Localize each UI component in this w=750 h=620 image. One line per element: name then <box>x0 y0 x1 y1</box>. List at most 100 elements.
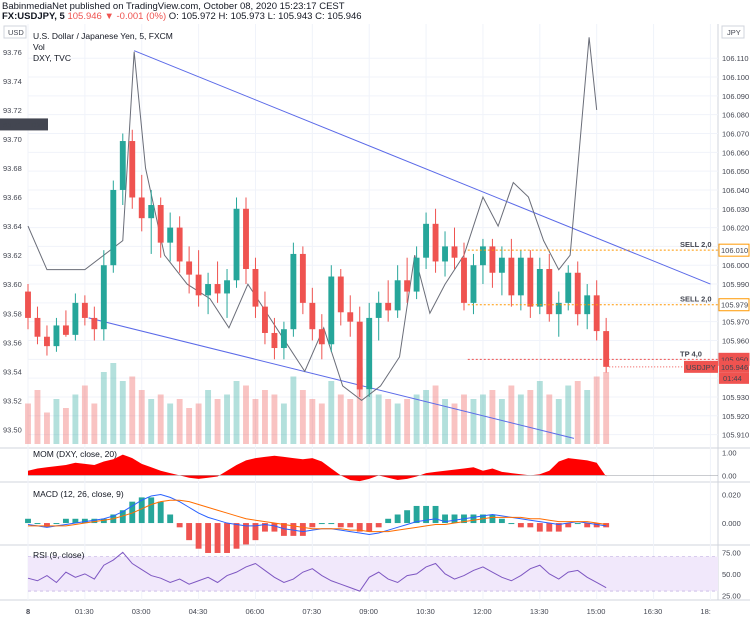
candle-body <box>195 274 202 296</box>
candle-body <box>318 329 325 345</box>
right-axis-unit: JPY <box>727 28 741 37</box>
left-tick-label: 93.64 <box>3 222 22 231</box>
open-value: O: 105.972 <box>168 11 216 22</box>
right-tick-label: 106.030 <box>722 205 749 214</box>
macd-histogram-bar <box>119 510 126 524</box>
left-tick-label: 93.56 <box>3 338 22 347</box>
volume-bar <box>337 394 344 444</box>
time-tick: 09:00 <box>359 607 378 616</box>
right-tick-label: 105.920 <box>722 412 749 421</box>
macd-histogram-bar <box>243 523 249 545</box>
volume-bar <box>546 394 553 444</box>
volume-bar <box>498 399 505 444</box>
left-tick-label: 93.72 <box>3 106 22 115</box>
volume-bar <box>280 403 287 444</box>
macd-histogram-bar <box>593 523 600 528</box>
candle-body <box>34 317 41 337</box>
volume-bar <box>91 403 98 444</box>
candle-body <box>91 317 98 330</box>
candle-body <box>394 280 401 311</box>
candle-body <box>25 291 31 318</box>
right-tick-label: 105.960 <box>722 337 749 346</box>
candle-body <box>603 331 610 367</box>
volume-bar <box>404 399 411 444</box>
left-tick-label: 93.70 <box>3 135 22 144</box>
candle-body <box>432 223 439 262</box>
volume-bar <box>224 394 230 444</box>
time-tick: 12:00 <box>473 607 492 616</box>
last-symbol-text: USDJPY <box>686 363 716 372</box>
momentum-tick: 0.00 <box>722 471 737 480</box>
volume-bar <box>186 408 193 444</box>
left-tick-label: 93.68 <box>3 164 22 173</box>
candle-body <box>489 246 496 273</box>
candle-body <box>461 257 467 303</box>
order-label-2: TP 4,0 <box>680 349 702 358</box>
symbol-name[interactable]: FX:USDJPY, 5 <box>2 11 65 22</box>
macd-histogram-bar <box>517 523 524 528</box>
candle-body <box>233 208 240 281</box>
low-value: L: 105.943 <box>267 11 313 22</box>
time-tick: 07:30 <box>302 607 321 616</box>
macd-histogram-bar <box>91 518 98 524</box>
time-tick: 15:00 <box>587 607 606 616</box>
volume-bar <box>271 394 278 444</box>
dxy-last-value: 93.71 <box>3 120 22 129</box>
publisher-text: BabinmediaNet published on TradingView.c… <box>2 1 345 12</box>
macd-histogram-bar <box>262 523 268 532</box>
trendline-lower <box>88 317 575 439</box>
right-tick-label: 106.040 <box>722 186 749 195</box>
volume-bar <box>480 394 486 444</box>
left-tick-label: 93.58 <box>3 309 22 318</box>
candle-body <box>309 302 316 330</box>
macd-histogram-bar <box>81 518 88 524</box>
volume-bar <box>299 390 306 444</box>
candle-body <box>299 253 306 303</box>
high-value: H: 105.973 <box>218 11 265 22</box>
candle-body <box>574 272 581 315</box>
candle-body <box>53 325 60 347</box>
volume-bar <box>385 399 392 444</box>
volume-bar <box>328 381 335 444</box>
macd-histogram-bar <box>186 523 193 541</box>
volume-bar <box>413 394 420 444</box>
candle-body <box>404 280 411 292</box>
macd-histogram-bar <box>546 523 553 532</box>
symbol-ohlc-line: FX:USDJPY, 5 105.946 ▼ -0.001 (0%) O: 10… <box>2 11 750 22</box>
trendline-upper <box>133 50 711 285</box>
volume-bar <box>214 399 221 444</box>
macd-histogram-bar <box>205 523 212 553</box>
macd-histogram-bar <box>508 523 515 525</box>
rsi-band <box>28 556 718 592</box>
dxy-tag-text: DXY <box>31 120 46 129</box>
volume-bar <box>25 403 31 444</box>
volume-bar <box>62 408 69 444</box>
macd-histogram-bar <box>565 523 572 528</box>
rsi-tick: 75.00 <box>722 548 741 557</box>
countdown-text: 01:44 <box>723 374 742 383</box>
volume-bar <box>262 390 268 444</box>
candle-body <box>280 329 287 349</box>
candle-body <box>81 302 88 318</box>
candle-body <box>252 268 259 307</box>
left-tick-label: 93.50 <box>3 425 22 434</box>
candle-body <box>148 205 155 219</box>
candle-body <box>527 257 534 307</box>
macd-histogram-bar <box>328 523 335 525</box>
candle-body <box>593 295 600 332</box>
candle-body <box>546 268 553 315</box>
macd-legend: MACD (12, 26, close, 9) <box>33 489 124 499</box>
publisher-line: BabinmediaNet published on TradingView.c… <box>2 1 750 12</box>
rsi-tick: 50.00 <box>722 570 741 579</box>
momentum-tick: 1.00 <box>722 448 737 457</box>
candle-body <box>262 306 268 333</box>
candle-body <box>385 302 392 311</box>
left-tick-label: 93.52 <box>3 396 22 405</box>
last-symbol-tag <box>684 360 718 373</box>
candle-body <box>508 257 515 296</box>
macd-histogram-bar <box>25 518 31 524</box>
macd-histogram-bar <box>584 523 591 528</box>
volume-bar <box>243 385 249 444</box>
dxy-line <box>27 37 598 402</box>
